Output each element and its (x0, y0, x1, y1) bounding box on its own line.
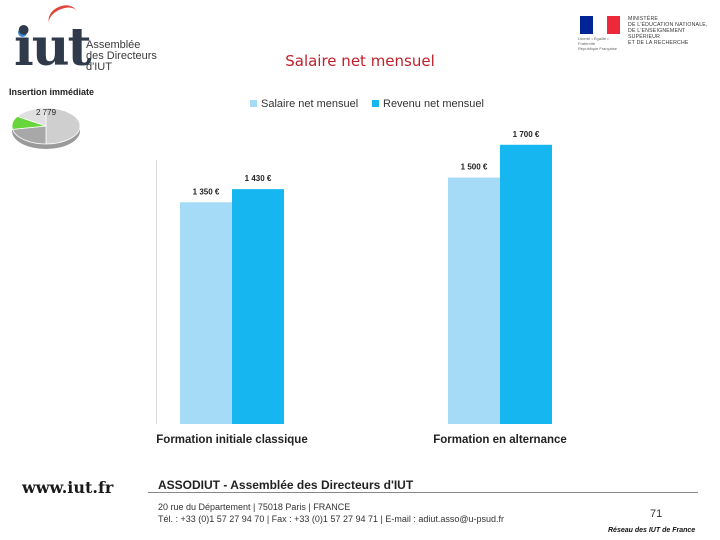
bar (448, 177, 500, 424)
page-title: Salaire net mensuel (285, 52, 435, 70)
ministry-line: MINISTÈRE (628, 16, 659, 22)
category-label: Formation initiale classique (156, 434, 307, 446)
bar-value-label: 1 700 € (513, 130, 540, 139)
insertion-label: Insertion immédiate (9, 87, 95, 97)
flag-caption-line: Liberté • Égalité • Fraternité (578, 36, 609, 46)
footer-divider (148, 492, 698, 493)
logo-mark: iut (14, 17, 92, 78)
logo-line: d'IUT (86, 61, 112, 73)
bar (500, 144, 552, 425)
bar-value-label: 1 430 € (245, 174, 272, 183)
pie-slice (45, 107, 81, 145)
bar (232, 189, 284, 424)
bar-value-label: 1 350 € (193, 187, 220, 196)
logo-text: Assemblée des Directeurs d'IUT (86, 40, 157, 73)
page-number: 71 (650, 508, 663, 520)
iut-logo: iut Assemblée des Directeurs d'IUT (8, 0, 158, 86)
ministry-line: ET DE LA RECHERCHE (628, 40, 689, 46)
legend-swatch (372, 100, 379, 107)
flag-stripe (580, 16, 594, 34)
salary-bar-chart: Salaire net mensuel Revenu net mensuel 1 3… (156, 98, 567, 446)
site-url[interactable]: www.iut.fr (22, 478, 134, 500)
ministry-logo: Liberté • Égalité • Fraternité Républiqu… (578, 16, 718, 51)
category-label: Formation en alternance (433, 434, 567, 446)
bar-value-label: 1 500 € (461, 163, 488, 172)
logo-line: Assemblée (86, 39, 141, 51)
footer-organization: ASSODIUT - Assemblée des Directeurs d'IU… (158, 478, 414, 492)
bar (180, 202, 232, 424)
insertion-pie-chart (11, 107, 81, 149)
logo-line: des Directeurs (86, 50, 157, 62)
footer-address: 20 rue du Département | 75018 Paris | FR… (158, 501, 504, 525)
chart-frame-line (156, 160, 157, 424)
network-name: Réseau des IUT de France (608, 527, 696, 534)
pie-slice (16, 107, 47, 127)
ministry-line: DE L'ÉDUCATION NATIONALE, (628, 22, 708, 28)
pie-slice (12, 125, 47, 145)
legend-label: Salaire net mensuel (261, 98, 358, 110)
flag-stripe (606, 16, 620, 34)
flag-caption-line: République Française (578, 46, 617, 51)
pie-value-label: 2 779 (36, 108, 57, 117)
ministry-line: DE L'ENSEIGNEMENT SUPÉRIEUR (628, 28, 686, 40)
flag-caption: Liberté • Égalité • Fraternité Républiqu… (578, 36, 624, 51)
logo-dot-icon (18, 28, 27, 37)
address-line: 20 rue du Département | 75018 Paris | FR… (158, 502, 351, 512)
french-flag-icon (580, 16, 620, 34)
legend-swatch (250, 100, 257, 107)
legend-label: Revenu net mensuel (383, 98, 484, 110)
flag-stripe (593, 16, 607, 34)
ministry-name: MINISTÈRE DE L'ÉDUCATION NATIONALE, DE L… (628, 16, 718, 46)
contact-line: Tél. : +33 (0)1 57 27 94 70 | Fax : +33 … (158, 514, 505, 524)
